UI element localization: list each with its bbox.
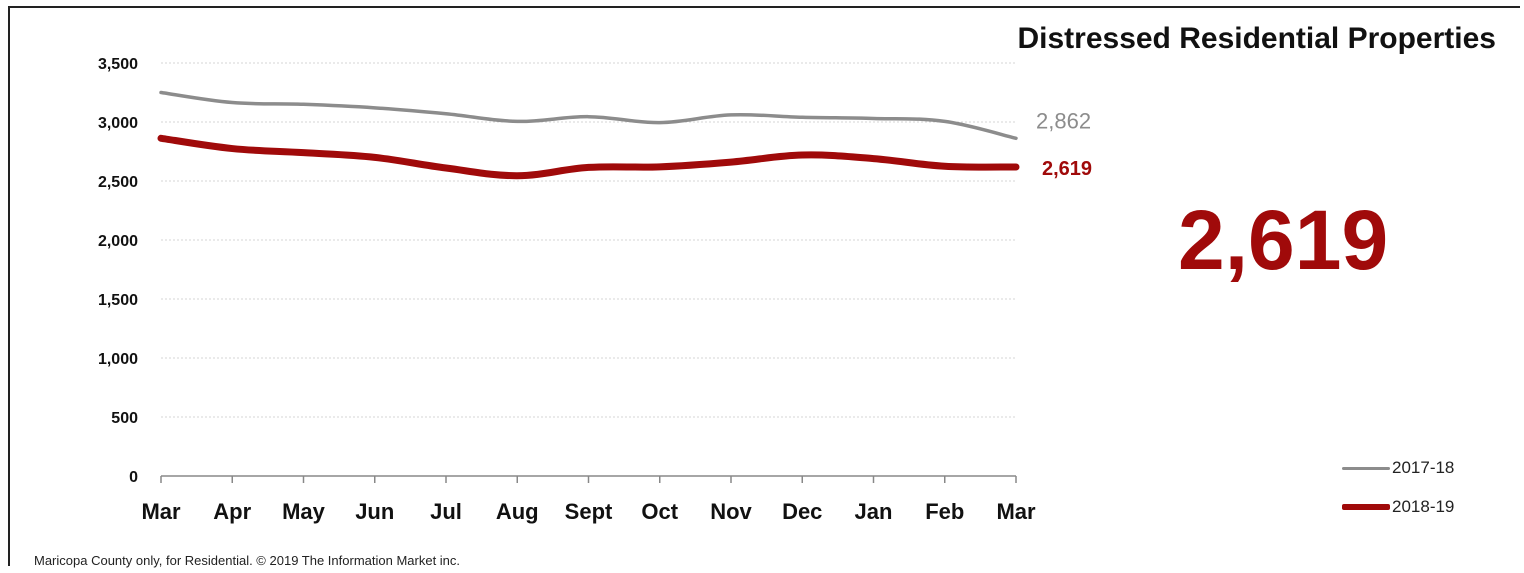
- y-tick-label: 0: [129, 469, 138, 486]
- series-line-2017-18: [159, 90, 1018, 141]
- x-tick-label: Feb: [925, 499, 964, 524]
- x-tick-label: Jun: [355, 499, 394, 524]
- x-tick-label: Oct: [641, 499, 678, 524]
- x-tick-label: Sept: [565, 499, 613, 524]
- series-line-2018-19: [157, 134, 1020, 180]
- legend-swatch-2018-19: [1342, 504, 1390, 510]
- y-tick-label: 2,000: [98, 233, 138, 250]
- y-tick-label: 3,000: [98, 115, 138, 132]
- x-tick-label: Jan: [855, 499, 893, 524]
- legend-swatch-2017-18: [1342, 466, 1390, 470]
- legend-label-2017-18: 2017-18: [1392, 458, 1455, 477]
- series-lines: [157, 90, 1020, 180]
- x-tick-label: Dec: [782, 499, 822, 524]
- chart-title: Distressed Residential Properties: [1017, 22, 1496, 55]
- y-tick-label: 500: [111, 410, 138, 427]
- axes: [160, 475, 1017, 483]
- y-tick-label: 1,500: [98, 292, 138, 309]
- y-tick-label: 1,000: [98, 351, 138, 368]
- gridlines: [161, 62, 1016, 418]
- legend-item-2017-18: 2017-18: [1342, 458, 1454, 478]
- x-tick-label: Mar: [996, 499, 1036, 524]
- x-tick-label: Jul: [430, 499, 462, 524]
- x-tick-label: Apr: [213, 499, 251, 524]
- tick-labels: 0 500 1,000 1,500 2,000 2,500 3,000 3,500 Mar Apr…: [98, 56, 1092, 524]
- y-tick-label: 2,500: [98, 174, 138, 191]
- end-value-label-2017-18: 2,862: [1036, 108, 1091, 133]
- chart-frame: [8, 6, 1520, 566]
- current-value-display: 2,619: [1178, 193, 1389, 287]
- legend-label-2018-19: 2018-19: [1392, 497, 1455, 516]
- legend-item-2018-19: 2018-19: [1342, 497, 1454, 517]
- end-value-label-2018-19: 2,619: [1042, 158, 1092, 180]
- footer-note: Maricopa County only, for Residential. ©…: [34, 553, 461, 568]
- x-tick-label: May: [282, 499, 326, 524]
- y-tick-label: 3,500: [98, 56, 138, 73]
- x-tick-label: Nov: [710, 499, 752, 524]
- x-tick-label: Aug: [496, 499, 539, 524]
- x-tick-label: Mar: [141, 499, 181, 524]
